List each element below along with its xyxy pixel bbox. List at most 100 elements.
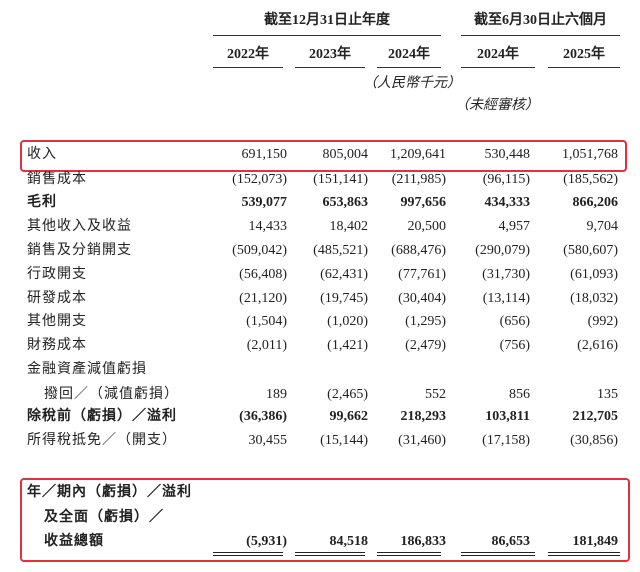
cell-value: (21,120) [239,291,287,306]
row-label: 撥回／（減值虧損） [44,386,179,402]
cell-value: 997,656 [400,195,447,210]
cell-value: (31,460) [398,433,446,448]
cell-value: (77,761) [398,267,446,282]
row-label: 及全面（虧損）／ [44,509,164,525]
year-header: 2024年 [388,47,430,62]
double-rule [461,552,535,556]
row-label: 行政開支 [27,267,87,282]
row-label: 毛利 [27,195,57,210]
row-label: 其他開支 [27,314,87,329]
cell-value: 653,863 [322,195,369,210]
rule [461,35,620,36]
cell-value: 9,704 [586,219,619,234]
double-rule [213,552,283,556]
cell-value: (30,404) [398,291,446,306]
cell-value: (56,408) [239,267,287,282]
cell-value: 434,333 [484,195,531,210]
row-label: 財務成本 [27,338,87,353]
row-label: 年／期內（虧損）／溢利 [27,485,192,500]
cell-value: 4,957 [498,219,531,234]
row-label: 研發成本 [27,291,87,306]
cell-value: (2,011) [246,338,287,353]
cell-value: (2,479) [405,338,446,353]
row-label: 收入 [27,147,57,162]
row-label: 所得稅抵免／（開支） [27,433,177,448]
cell-value: (2,616) [577,338,618,353]
row-label: 收益總額 [44,534,104,549]
cell-value: (2,465) [327,386,368,402]
cell-value: (13,114) [482,291,530,306]
cell-value: 552 [425,386,446,402]
year-header: 2022年 [227,47,269,62]
row-label: 銷售成本 [27,172,87,187]
cell-value: (31,730) [482,267,530,282]
cell-value: (1,504) [246,314,287,329]
cell-value: (656) [499,314,530,329]
cell-value: 539,077 [241,195,288,210]
cell-value: (485,521) [313,243,368,258]
cell-value: (756) [499,338,530,353]
rule [213,67,283,68]
rule [295,67,365,68]
cell-value: (152,073) [232,172,287,187]
cell-value: (211,985) [391,172,446,187]
cell-value: (290,079) [475,243,530,258]
cell-value: 18,402 [329,219,369,234]
highlight-box [20,478,630,562]
cell-value: 212,705 [572,409,619,424]
cell-value: (30,856) [570,433,618,448]
cell-value: (5,931) [246,534,287,549]
cell-value: (18,032) [570,291,618,306]
year-header: 2024年 [477,47,519,62]
double-rule [548,552,620,556]
cell-value: 20,500 [407,219,447,234]
cell-value: (151,141) [313,172,368,187]
cell-value: (62,431) [320,267,368,282]
rule [213,35,441,36]
unaudited-note: （未經審核） [455,98,539,113]
year-header: 2025年 [563,47,605,62]
year-header: 2023年 [309,47,351,62]
cell-value: (17,158) [482,433,530,448]
cell-value: (36,386) [239,409,287,424]
cell-value: 135 [597,386,618,402]
double-rule [377,552,441,556]
group-header: 截至12月31日止年度 [264,13,390,28]
group-header: 截至6月30日止六個月 [474,13,607,28]
cell-value: 1,209,641 [390,147,446,162]
cell-value: 218,293 [400,409,447,424]
cell-value: 14,433 [248,219,288,234]
cell-value: 84,518 [329,534,369,549]
cell-value: (1,295) [405,314,446,329]
cell-value: 181,849 [572,534,619,549]
cell-value: 1,051,768 [562,147,618,162]
highlight-box [20,140,627,172]
cell-value: 805,004 [322,147,369,162]
cell-value: 189 [266,386,287,402]
rule [377,67,441,68]
cell-value: 856 [509,386,530,402]
row-label: 金融資產減值虧損 [27,362,147,377]
cell-value: (580,607) [563,243,618,258]
row-label: 銷售及分銷開支 [27,243,132,258]
row-label: 除稅前（虧損）／溢利 [27,409,177,424]
cell-value: 30,455 [248,433,288,448]
cell-value: (509,042) [232,243,287,258]
cell-value: 99,662 [329,409,369,424]
cell-value: (1,421) [327,338,368,353]
rule [461,67,535,68]
cell-value: 530,448 [484,147,531,162]
cell-value: 186,833 [400,534,447,549]
cell-value: 86,653 [491,534,531,549]
cell-value: (15,144) [320,433,368,448]
cell-value: (19,745) [320,291,368,306]
unit-note: （人民幣千元） [363,76,461,91]
cell-value: (96,115) [482,172,530,187]
cell-value: 866,206 [572,195,619,210]
rule [548,67,620,68]
cell-value: (992) [587,314,618,329]
row-label: 其他收入及收益 [27,219,132,234]
cell-value: (688,476) [391,243,446,258]
double-rule [295,552,365,556]
